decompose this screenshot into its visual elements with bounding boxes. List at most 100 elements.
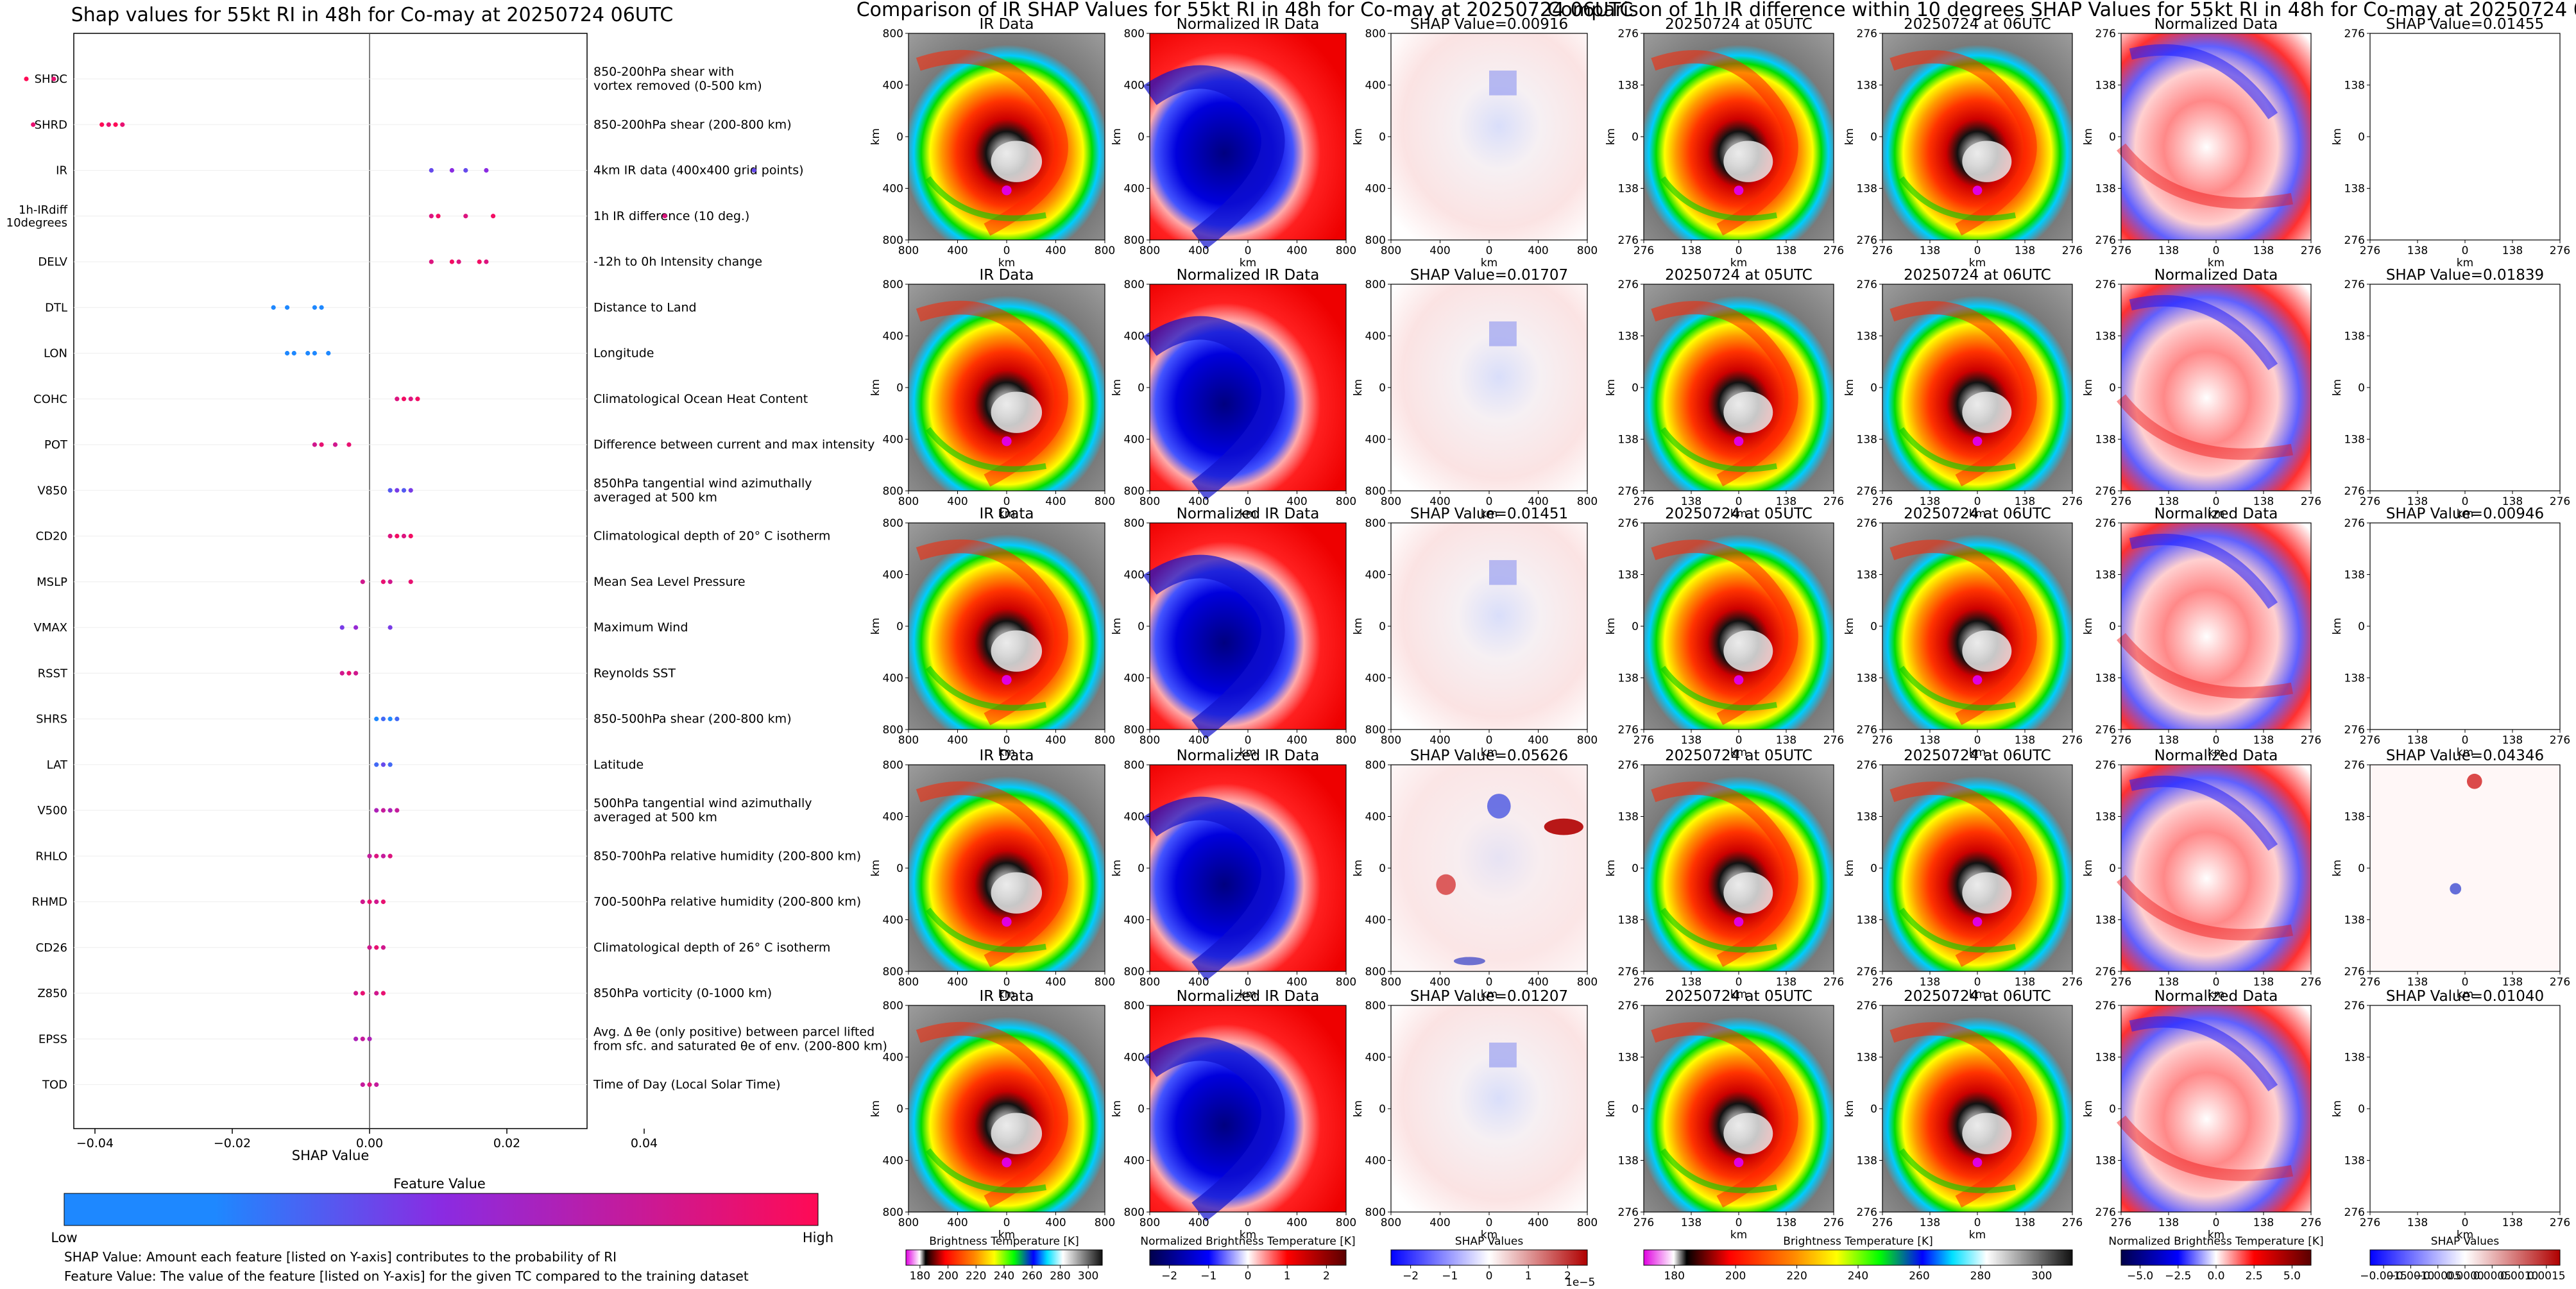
svg-text:276: 276 (2301, 244, 2321, 257)
svg-text:138: 138 (1618, 672, 1639, 685)
shap-point (388, 533, 393, 539)
svg-text:400: 400 (1124, 80, 1145, 92)
svg-text:276: 276 (2062, 1216, 2083, 1229)
svg-text:400: 400 (1528, 734, 1548, 747)
svg-text:800: 800 (1381, 976, 1401, 989)
svg-text:276: 276 (1823, 244, 1844, 257)
svg-text:276: 276 (2301, 1216, 2321, 1229)
svg-text:0: 0 (1974, 244, 1981, 257)
y-km-label: km (1843, 618, 1856, 635)
shap-point (436, 214, 441, 219)
y-km-label: km (869, 618, 882, 635)
svg-text:138: 138 (2015, 734, 2035, 747)
shap-point (456, 259, 461, 264)
shap-point (339, 670, 345, 676)
svg-text:0: 0 (1245, 495, 1252, 508)
panel-title-mid-ir-0: IR Data (980, 16, 1034, 33)
svg-text:0: 0 (1003, 976, 1011, 989)
svg-text:138: 138 (2407, 1216, 2428, 1229)
svg-text:138: 138 (1920, 244, 1940, 257)
feature-value-colorbar (64, 1193, 819, 1226)
svg-text:276: 276 (2095, 28, 2116, 40)
svg-text:800: 800 (883, 517, 903, 530)
feature-desc-22: Time of Day (Local Solar Time) (593, 1078, 781, 1092)
svg-text:0: 0 (2109, 862, 2116, 875)
svg-text:400: 400 (1286, 495, 1307, 508)
svg-text:400: 400 (1124, 434, 1145, 447)
right-norm-colorbar-tick: −5.0 (2127, 1270, 2153, 1283)
panel-title-right-shap-2: SHAP Value=0.00946 (2386, 506, 2544, 522)
svg-text:138: 138 (1857, 183, 1877, 196)
colorbar-title: Feature Value (393, 1176, 486, 1191)
svg-text:0: 0 (2109, 131, 2116, 144)
svg-text:0: 0 (1632, 131, 1639, 144)
y-km-label: km (1352, 128, 1365, 145)
svg-text:400: 400 (1286, 1216, 1307, 1229)
svg-text:138: 138 (1857, 1052, 1877, 1064)
svg-text:400: 400 (1188, 1216, 1209, 1229)
shap-point (51, 76, 56, 81)
svg-text:0: 0 (1736, 976, 1743, 989)
svg-text:0: 0 (1003, 244, 1011, 257)
svg-text:138: 138 (2407, 976, 2428, 989)
svg-text:276: 276 (1872, 734, 1893, 747)
svg-text:400: 400 (1365, 80, 1386, 92)
right-shap-colorbar-tick: 0.0000 (2446, 1270, 2484, 1283)
shap-point (374, 762, 379, 767)
svg-text:0: 0 (2462, 244, 2469, 257)
svg-text:800: 800 (1381, 734, 1401, 747)
feature-desc-7: Climatological Ocean Heat Content (593, 392, 808, 406)
shap-point (367, 945, 372, 950)
svg-text:276: 276 (1633, 495, 1654, 508)
svg-text:138: 138 (1618, 569, 1639, 582)
x-tick-label: 0.00 (356, 1136, 383, 1150)
svg-text:400: 400 (1528, 1216, 1548, 1229)
svg-text:138: 138 (1776, 1216, 1796, 1229)
svg-text:276: 276 (2360, 244, 2380, 257)
svg-text:800: 800 (898, 976, 919, 989)
svg-text:0: 0 (896, 1103, 903, 1116)
feature-code-16: V500 (37, 804, 67, 817)
svg-text:400: 400 (883, 80, 903, 92)
shap-point (380, 991, 386, 996)
svg-text:400: 400 (1528, 495, 1548, 508)
x-km-label: km (1730, 508, 1747, 520)
x-axis-label: SHAP Value (292, 1148, 370, 1163)
shap-point (484, 259, 489, 264)
svg-text:800: 800 (1577, 976, 1598, 989)
y-km-label: km (2082, 1100, 2095, 1117)
svg-text:276: 276 (1857, 1206, 1877, 1219)
svg-text:0: 0 (1486, 495, 1493, 508)
x-km-label: km (998, 988, 1015, 1001)
shap-point (477, 259, 482, 264)
mid-bt-colorbar-tick: 300 (1078, 1270, 1098, 1283)
shap-point (271, 305, 276, 310)
feature-code-3: 1h-IRdiff 10degrees (6, 203, 68, 230)
svg-text:276: 276 (1633, 976, 1654, 989)
shap-point (388, 579, 393, 585)
svg-text:0: 0 (1486, 976, 1493, 989)
shap-point (395, 808, 400, 813)
x-km-label: km (2208, 508, 2224, 520)
mid-shap-exponent: 1e−5 (1565, 1276, 1595, 1289)
x-km-label: km (1969, 508, 1986, 520)
mid-shap-colorbar-label: SHAP Values (1455, 1235, 1524, 1248)
svg-text:400: 400 (1365, 434, 1386, 447)
svg-text:138: 138 (2095, 183, 2116, 196)
svg-text:276: 276 (1823, 734, 1844, 747)
svg-text:138: 138 (1618, 183, 1639, 196)
feature-desc-10: Climatological depth of 20° C isotherm (593, 529, 830, 543)
svg-text:400: 400 (883, 914, 903, 927)
svg-text:0: 0 (1138, 620, 1145, 633)
shap-point (380, 808, 386, 813)
svg-text:0: 0 (1736, 734, 1743, 747)
panel-title-mid-ir-1: IR Data (980, 267, 1034, 284)
svg-text:276: 276 (1857, 234, 1877, 247)
x-km-label: km (2208, 1229, 2224, 1242)
svg-text:0: 0 (1486, 734, 1493, 747)
svg-text:0: 0 (2462, 1216, 2469, 1229)
svg-text:800: 800 (1336, 1216, 1356, 1229)
svg-text:400: 400 (947, 495, 968, 508)
shap-point (374, 853, 379, 858)
